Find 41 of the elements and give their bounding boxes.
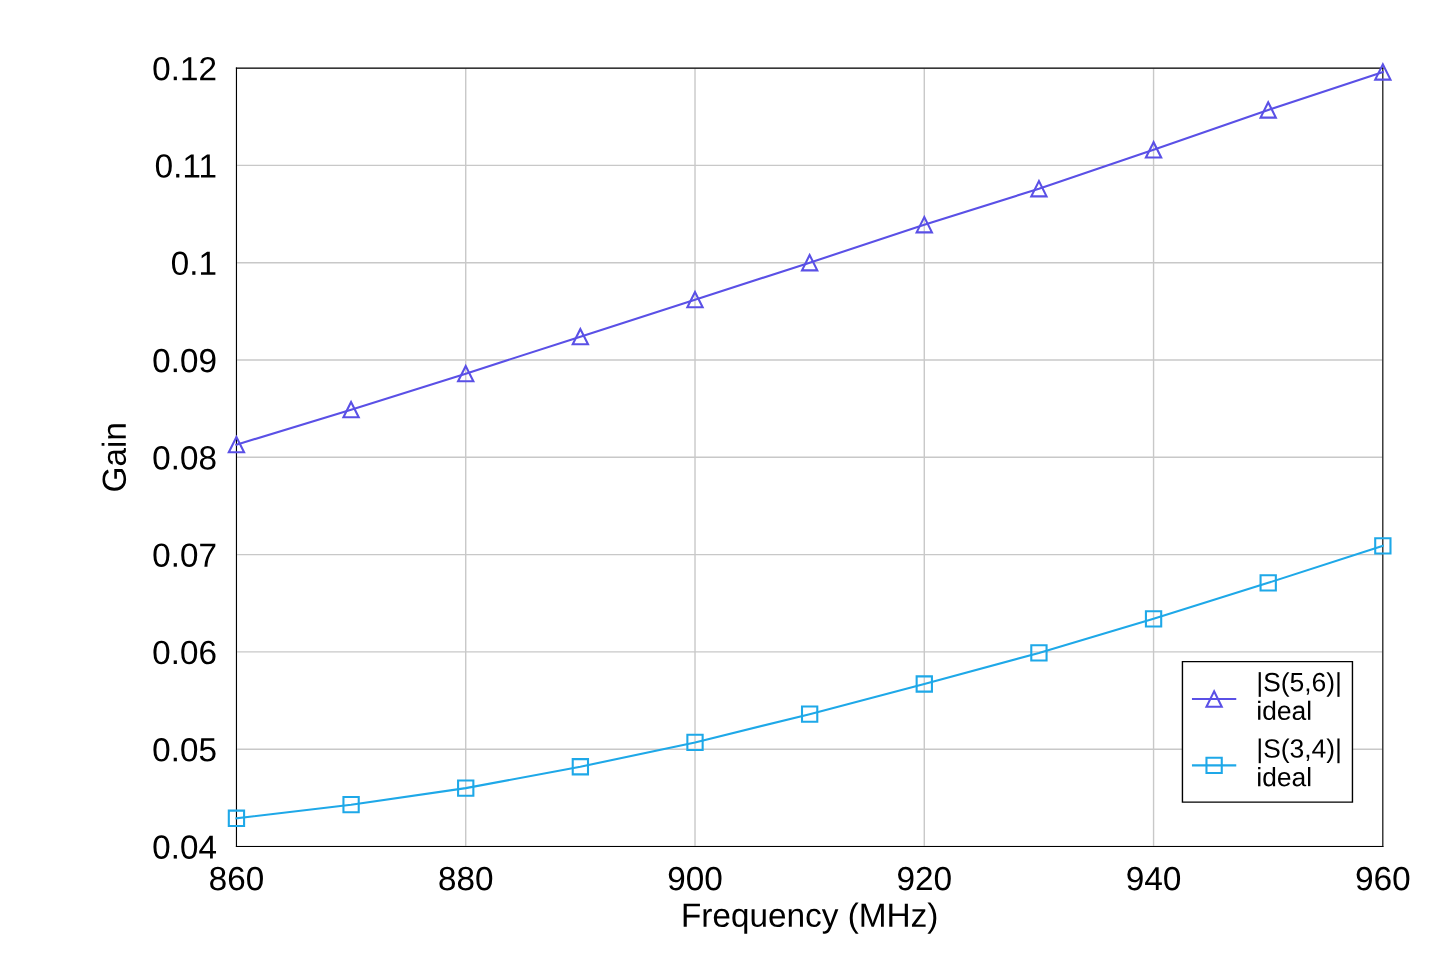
- point: [686, 733, 704, 752]
- x-tick-label: 920: [898, 866, 951, 891]
- point: [457, 364, 475, 383]
- y-tick-label: 0.11: [155, 154, 216, 178]
- x-tick-label: 960: [1356, 866, 1410, 891]
- x-tick-label: 880: [439, 866, 493, 891]
- x-axis-title: Frequency (MHz): [683, 902, 937, 934]
- point: [571, 327, 590, 346]
- x-tick-label: 860: [210, 866, 263, 891]
- point: [1030, 644, 1048, 662]
- y-tick-label: 0.12: [153, 56, 216, 81]
- y-tick-label: 0.1: [171, 251, 216, 276]
- point: [1144, 610, 1163, 628]
- point: [571, 758, 590, 776]
- point: [1259, 574, 1277, 592]
- point: [800, 254, 819, 272]
- point: [342, 400, 360, 419]
- point: [342, 795, 360, 814]
- y-tick-label: 0.09: [153, 348, 216, 373]
- point: [915, 675, 933, 693]
- legend-label: |S(5,6)| ideal: [1258, 672, 1340, 721]
- point: [915, 216, 933, 234]
- point: [1374, 537, 1392, 555]
- legend-label: |S(3,4)| ideal: [1258, 738, 1340, 787]
- point: [1030, 180, 1048, 198]
- x-tick-label: 900: [668, 866, 722, 891]
- point: [1144, 141, 1163, 159]
- y-tick-label: 0.06: [153, 640, 216, 665]
- point: [686, 291, 704, 309]
- y-tick-label: 0.05: [153, 738, 216, 762]
- y-tick-label: 0.04: [153, 835, 217, 859]
- point: [227, 435, 246, 454]
- point: [457, 779, 475, 797]
- point: [800, 705, 819, 723]
- point: [227, 809, 246, 827]
- y-axis-title: Gain: [101, 424, 127, 491]
- point: [1374, 63, 1392, 81]
- y-tick-label: 0.07: [153, 543, 216, 568]
- x-tick-label: 940: [1127, 866, 1181, 891]
- point: [1259, 101, 1277, 119]
- y-tick-label: 0.08: [153, 446, 216, 470]
